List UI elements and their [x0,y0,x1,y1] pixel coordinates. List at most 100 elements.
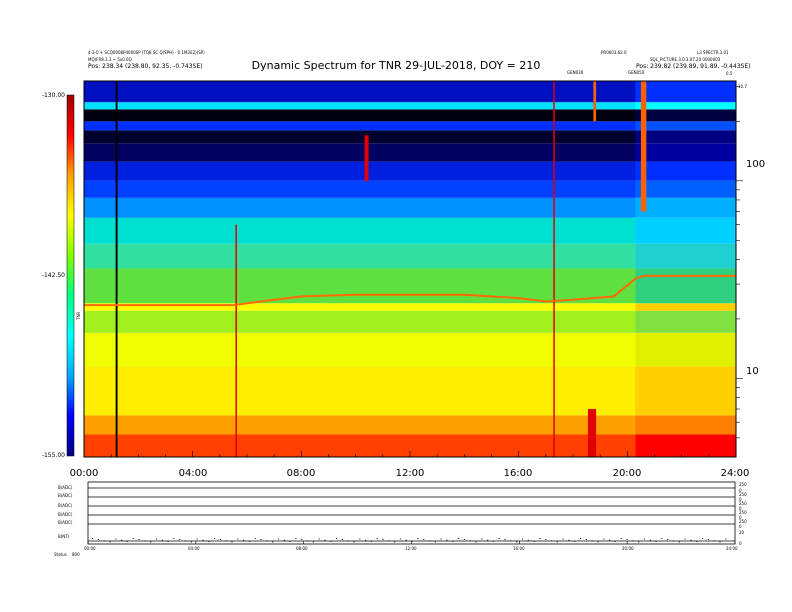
chart-title: Dynamic Spectrum for TNR 29-JUL-2018, DO… [251,59,541,72]
lower-right-tick: 0 [739,488,742,493]
lower-panel-point [324,539,326,541]
x-tick-label: 04:00 [178,468,208,479]
lower-panel-point [678,541,680,543]
lower-panel-point [719,541,721,543]
lower-panel-point [312,541,314,543]
burst-layer [115,81,647,457]
lower-row-label: B(ADC) [58,493,73,498]
lower-right-tick: 0 [739,515,742,520]
x-tick-label: 20:00 [612,468,642,479]
lower-panel-point [487,539,489,541]
lower-panel-point [475,541,477,543]
lower-panel-point [341,539,343,540]
lower-panel-point [283,539,285,541]
lower-panel-point [498,538,500,539]
lower-panel-point [347,540,349,542]
lower-panel-point [550,540,553,542]
lower-row-label: B(ADC) [58,485,73,490]
marker-label-2: GEN050 [628,70,645,75]
heatmap-band [84,268,636,304]
x-tick-label: 00:00 [69,468,99,479]
lower-right-tick: 0 [739,497,742,502]
lower-panel-point [109,541,111,543]
lower-panel-point [649,539,651,541]
lower-panel-point [231,541,233,543]
x-tick-label: 12:00 [395,468,425,479]
lower-right-tick: 250 [739,501,747,506]
heatmap-band-late [635,197,736,218]
lower-panel-point [626,539,628,540]
heatmap-band-late [635,415,736,435]
heatmap-band [84,161,636,181]
lower-panel-point [330,541,332,542]
lower-panel-point [655,541,657,542]
lower-panel-point [481,538,483,540]
lower-panel-point [277,538,280,540]
lower-panel-point [161,539,163,541]
colorbar-tick-bottom: -155.00 [41,452,65,459]
lower-panel-point [492,541,495,542]
lower-right-tick: 250 [739,482,747,487]
lower-panel-point [208,541,210,542]
header-right-line-4: Pos: 239.82 (239.89, 91.89, -0.443SE) [636,63,751,70]
lower-panel-point [254,538,256,539]
burst-stripe [115,81,118,457]
lower-panel-point [225,540,227,542]
heatmap-band [84,434,636,457]
lower-panel-point [399,538,402,540]
lower-panel-point [609,539,611,541]
heatmap-band-late [635,243,736,269]
lower-panel-point [138,539,140,540]
lower-panel-point [452,541,454,542]
heatmap-band-late [635,303,736,311]
lower-panel-point [405,539,407,541]
header-right-line-2: L3 SPECTR.3.01 [697,50,729,55]
burst-stripe [593,81,597,122]
lower-panel-point [574,541,576,542]
heatmap-band-late [635,130,736,144]
lower-panel-point [521,538,524,540]
lower-right-tick: 0 [739,541,742,546]
lower-panel-point [713,540,715,542]
lower-x-tick-label: 20:00 [622,546,634,551]
lower-panel-point [707,539,709,540]
lower-panel-point [440,538,442,540]
lower-panel-point [562,538,564,540]
heatmap-band-late [635,217,736,244]
heatmap-band-late [635,121,736,131]
lower-panel-point [359,538,361,540]
heatmap-band [84,332,636,367]
lower-panel-point [614,541,617,542]
lower-panel-point [266,540,268,542]
lower-right-tick: 250 [739,492,747,497]
marker-label-1: GEN030 [567,70,584,75]
lower-panel-point [434,541,436,543]
lower-panel-point [585,539,587,540]
lower-panel-point [672,540,675,542]
lower-panel-point [306,540,309,542]
lower-panel-point [463,539,465,540]
burst-stripe [587,408,597,457]
lower-panel-point [510,540,512,542]
lower-panel-point [556,541,558,543]
lower-right-tick: 20 [739,530,745,535]
lower-panel-point [272,541,274,543]
lower-right-tick: 250 [739,519,747,524]
lower-x-tick-label: 24:00 [726,546,738,551]
lower-panel-point [376,538,378,539]
header-left-line-2: MQ(FR8.3.3 ~ 5x0.0Q [88,57,132,62]
lower-panel-point [289,541,291,542]
header-right-line-1: PR0603.62.0 [601,50,627,55]
heatmap-band-late [635,180,736,198]
heatmap-band [84,243,636,269]
lower-panel-frame [87,481,736,545]
heatmap-band [84,217,636,244]
heatmap-band [84,415,636,435]
corner-label-1: 0.5 [726,71,733,76]
x-tick-label: 16:00 [503,468,533,479]
heatmap-band-late [635,332,736,367]
lower-panel-point [417,538,419,539]
lower-panel-point [335,538,338,539]
lower-panel-point [696,541,698,542]
